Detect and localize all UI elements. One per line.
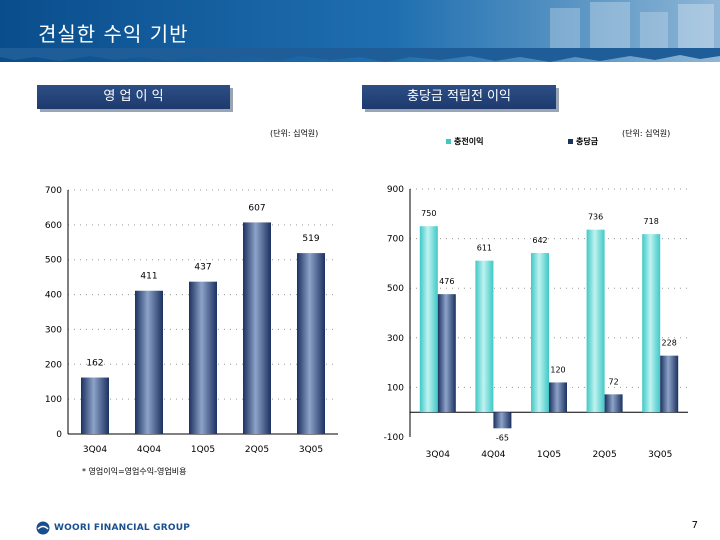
right-panel-heading: 충당금 적립전 이익	[362, 85, 556, 109]
x-tick-label: 1Q05	[537, 450, 561, 460]
x-tick-label: 1Q05	[191, 445, 215, 455]
legend-label-series-1: 충전이익	[454, 137, 484, 146]
left-unit-label: (단위: 십억원)	[270, 129, 319, 138]
y-tick-label: 700	[45, 186, 62, 196]
bar-series-1	[475, 260, 494, 413]
x-tick-label: 3Q04	[83, 445, 108, 455]
x-tick-label: 3Q04	[426, 450, 451, 460]
bar	[189, 281, 217, 434]
x-tick-label: 3Q05	[299, 445, 323, 455]
y-tick-label: 500	[387, 284, 404, 294]
bar-series-1	[531, 252, 549, 413]
operating-profit-chart: 0 100 200 300 400 500 600 700 162 3Q04 411 4Q04 437 1…	[45, 186, 338, 455]
bar-value-label: 607	[248, 203, 265, 213]
bar-series-1	[586, 229, 605, 413]
logo-icon	[36, 521, 50, 535]
bar-series-2	[604, 394, 623, 413]
bar-series-2	[660, 355, 679, 413]
bar-value-label: 642	[532, 236, 547, 245]
bar-value-label: -65	[496, 433, 509, 442]
bar-value-label: 162	[86, 359, 103, 369]
bar	[297, 253, 325, 434]
bar-value-label: 718	[644, 217, 659, 226]
pre-provision-profit-chart: -100 100 300 500 700 900 750 476 3Q04 611 -65 4Q04 6…	[384, 185, 688, 460]
legend-item-series-2: 충당금	[568, 136, 598, 147]
header-torn-edge	[0, 48, 720, 62]
y-tick-label: -100	[384, 433, 405, 443]
y-tick-label: 100	[387, 383, 404, 393]
y-tick-label: 300	[387, 334, 404, 344]
y-tick-label: 0	[56, 430, 62, 440]
bar-series-1	[642, 234, 661, 413]
bar-series-2	[493, 412, 512, 429]
x-tick-label: 4Q04	[137, 445, 162, 455]
header-decoration	[550, 2, 714, 52]
bar-series-2	[437, 294, 456, 413]
bar-value-label: 476	[439, 277, 454, 286]
bar-series-1	[419, 226, 438, 413]
bar	[135, 290, 163, 434]
legend-label-series-2: 충당금	[576, 137, 599, 146]
company-logo: WOORI FINANCIAL GROUP	[36, 521, 190, 535]
bar-value-label: 519	[302, 234, 319, 244]
bar-value-label: 611	[477, 244, 492, 253]
footnote: * 영업이익=영업수익-영업비용	[82, 467, 187, 476]
left-panel-heading: 영 업 이 익	[37, 85, 230, 109]
bar-value-label: 72	[609, 377, 619, 386]
x-tick-label: 4Q04	[481, 450, 506, 460]
y-tick-label: 200	[45, 360, 62, 370]
legend-swatch-series-2	[568, 139, 573, 144]
y-tick-label: 500	[45, 256, 62, 266]
y-tick-label: 600	[45, 221, 62, 231]
bar-series-2	[549, 382, 567, 413]
bar-value-label: 411	[140, 272, 157, 282]
y-tick-label: 300	[45, 325, 62, 335]
x-tick-label: 3Q05	[648, 450, 672, 460]
right-unit-label: (단위: 십억원)	[622, 129, 671, 138]
bar	[243, 222, 271, 434]
x-tick-label: 2Q05	[245, 445, 269, 455]
logo-text: WOORI FINANCIAL GROUP	[54, 523, 191, 533]
bar-value-label: 437	[194, 263, 211, 273]
bar-value-label: 120	[550, 365, 565, 374]
legend-item-series-1: 충전이익	[446, 136, 483, 147]
y-tick-label: 700	[387, 235, 404, 245]
page-number: 7	[691, 520, 698, 531]
bar-value-label: 750	[421, 209, 436, 218]
bar-value-label: 736	[588, 213, 603, 222]
bar	[81, 377, 109, 434]
legend-swatch-series-1	[446, 139, 451, 144]
bar-value-label: 228	[662, 339, 677, 348]
x-tick-label: 2Q05	[592, 450, 616, 460]
y-tick-label: 900	[387, 185, 404, 195]
y-tick-label: 400	[45, 291, 62, 301]
slide-title: 견실한 수익 기반	[38, 22, 189, 46]
y-tick-label: 100	[45, 395, 62, 405]
